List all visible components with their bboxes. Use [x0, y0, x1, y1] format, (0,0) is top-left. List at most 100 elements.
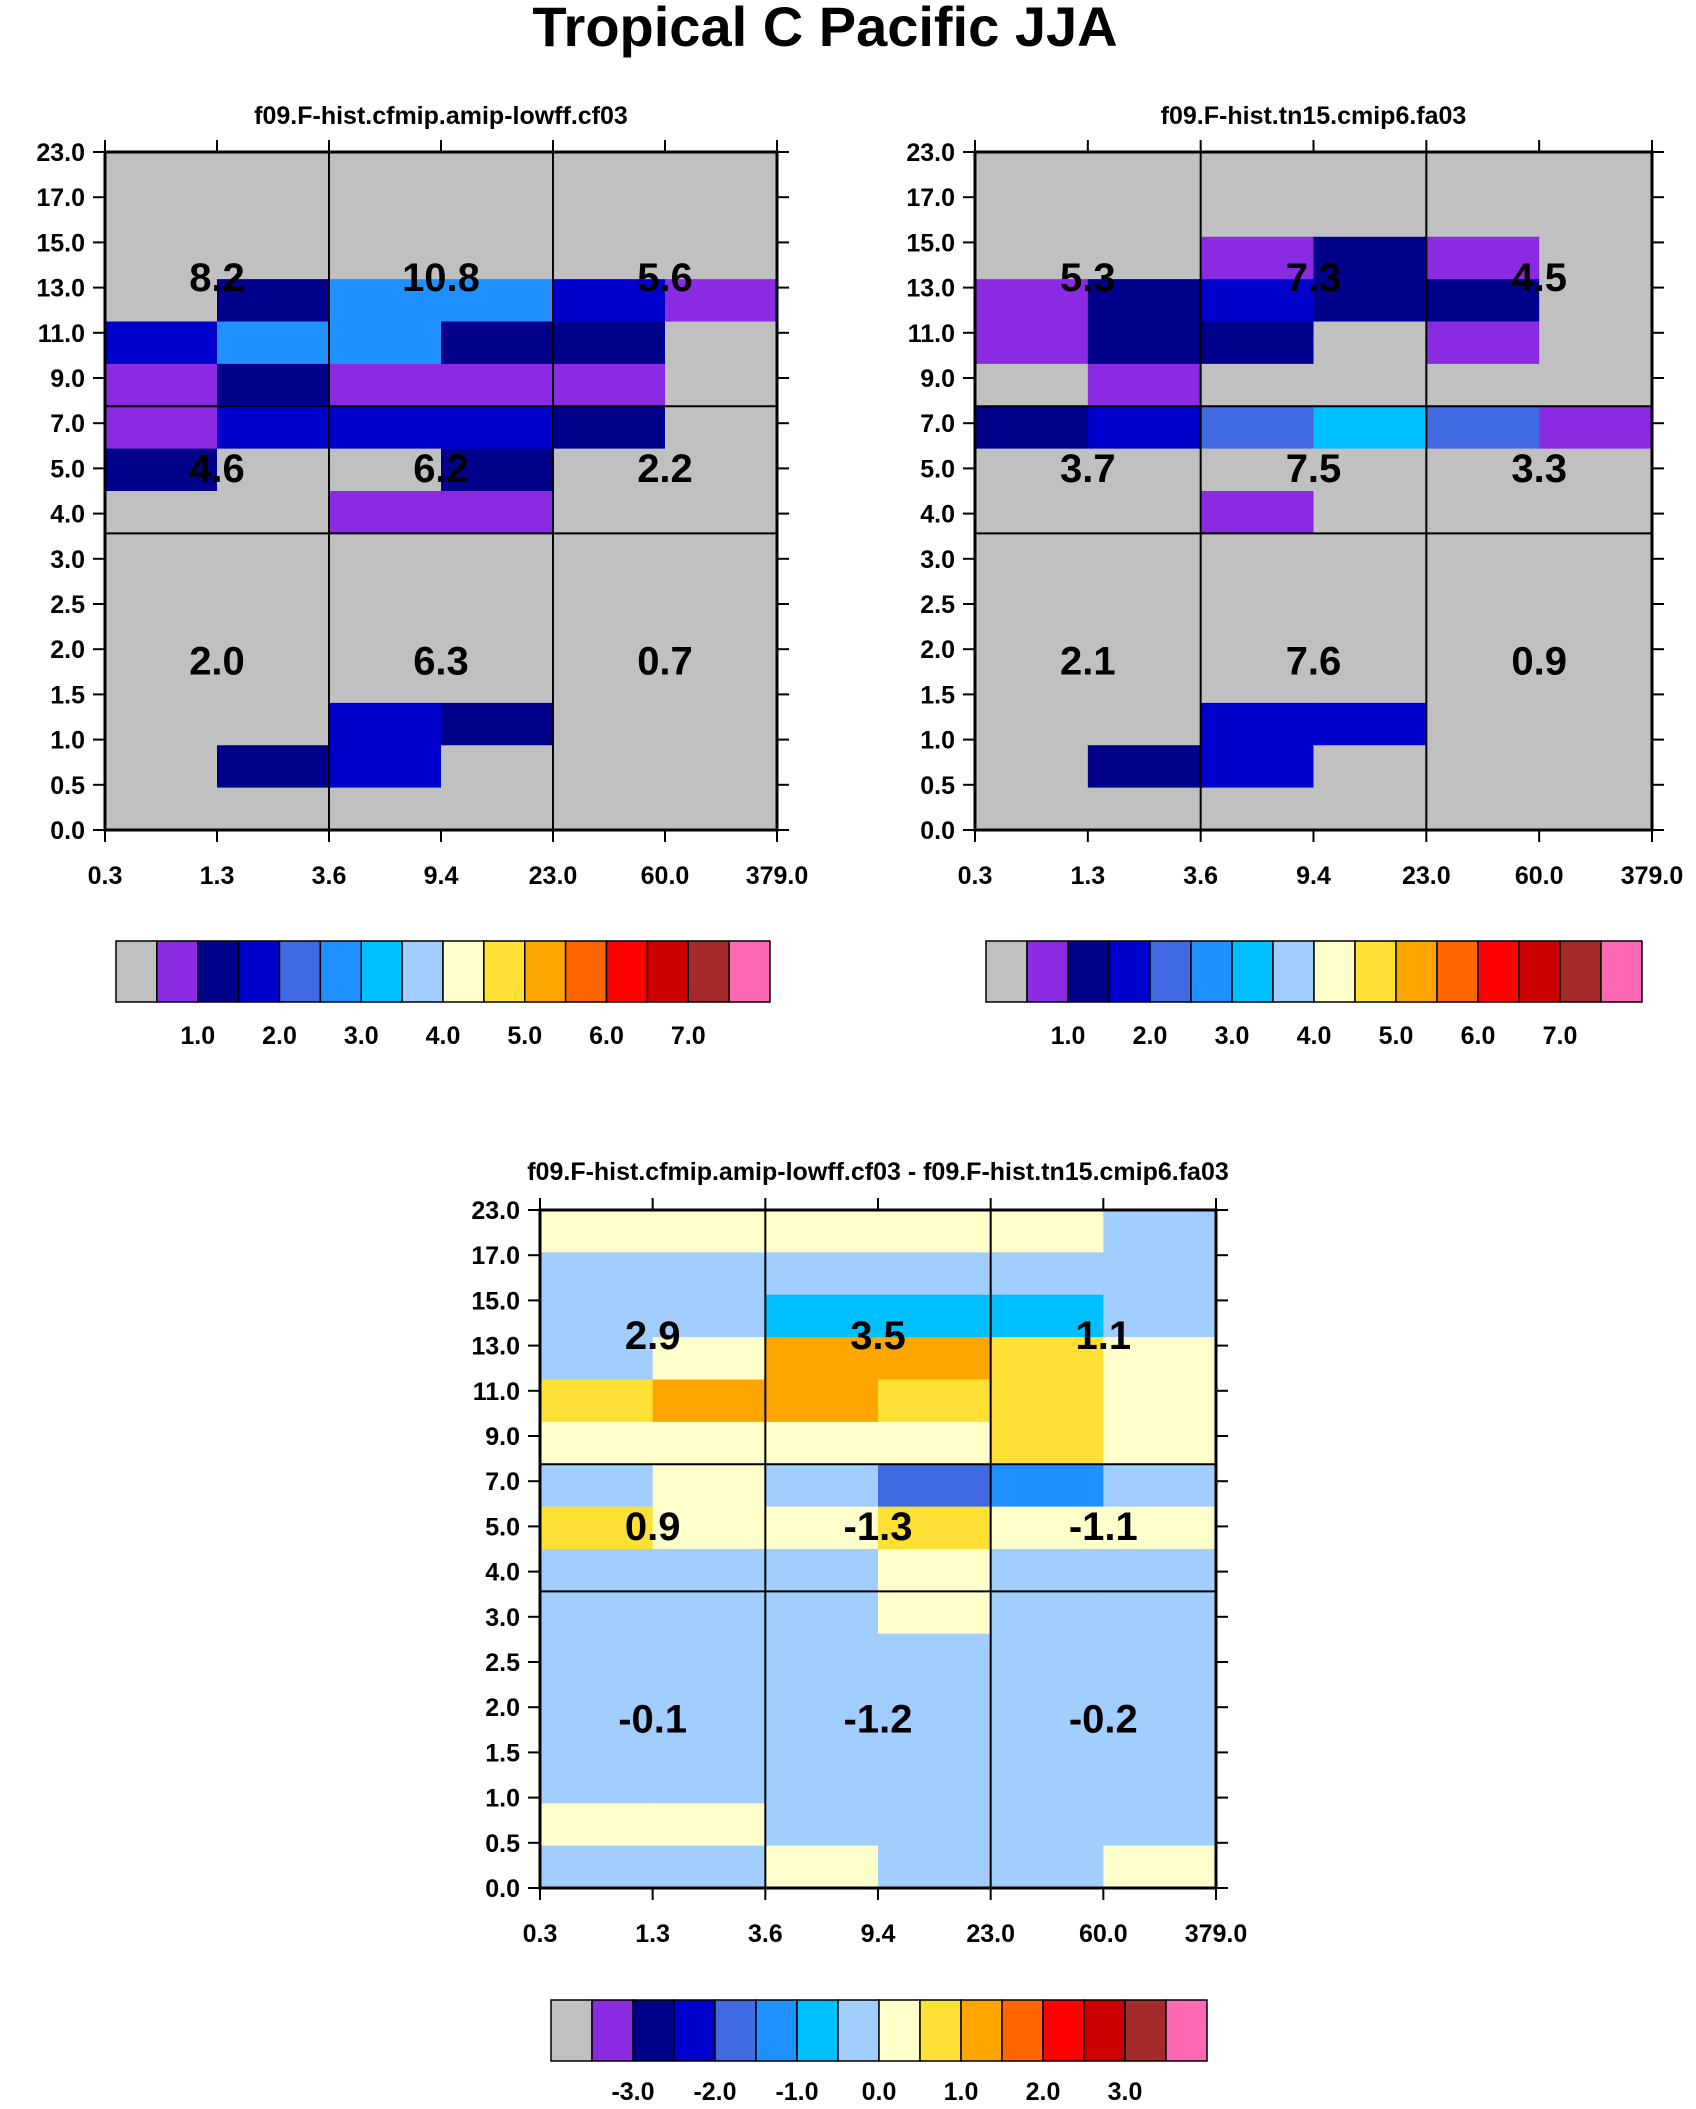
heatmap-cell	[1539, 194, 1653, 238]
heatmap-cell	[975, 702, 1089, 746]
heatmap-cell	[652, 1845, 766, 1889]
colorbar-box	[796, 1999, 839, 2062]
region-value: -1.3	[844, 1505, 913, 1549]
region-value: 2.0	[189, 640, 245, 684]
heatmap-cell	[329, 491, 442, 534]
x-tick-label: 60.0	[1079, 1920, 1128, 1948]
heatmap-cell	[1087, 236, 1202, 280]
heatmap-cell	[765, 1294, 879, 1338]
heatmap-cell	[217, 279, 330, 323]
heatmap-cell	[665, 787, 778, 831]
heatmap-cell	[975, 575, 1089, 619]
heatmap-cell	[1539, 152, 1653, 195]
heatmap-cell	[553, 745, 666, 789]
heatmap-cell	[441, 575, 554, 619]
y-tick-label: 5.0	[485, 1513, 520, 1541]
heatmap-cell	[1313, 575, 1427, 619]
colorbar-box	[564, 940, 608, 1003]
heatmap-cell	[441, 660, 554, 704]
heatmap-cell	[540, 1294, 654, 1338]
heatmap-cell	[975, 448, 1089, 492]
heatmap-cell	[217, 194, 330, 238]
heatmap-cell	[1087, 363, 1202, 407]
heatmap-cell	[553, 702, 666, 746]
heatmap-cell	[105, 406, 218, 450]
heatmap-cell	[1103, 1803, 1217, 1847]
region-value: 0.7	[637, 640, 693, 684]
heatmap-cell	[990, 1803, 1104, 1847]
colorbar-box	[1272, 940, 1315, 1003]
heatmap-cell	[105, 363, 218, 407]
colorbar-box	[1354, 940, 1397, 1003]
colorbar-box	[483, 940, 526, 1003]
heatmap-cell	[1313, 618, 1427, 662]
heatmap-cell	[878, 1845, 992, 1889]
panel-title: f09.F-hist.tn15.cmip6.fa03	[1161, 102, 1467, 130]
heatmap-cell	[540, 1337, 654, 1381]
colorbar-box	[985, 940, 1028, 1003]
heatmap-cell	[878, 1464, 992, 1508]
heatmap-cell	[1103, 1718, 1217, 1762]
heatmap-cell	[1539, 533, 1653, 577]
heatmap-cell	[1539, 491, 1653, 534]
heatmap-cell	[1313, 279, 1427, 323]
x-tick-label: 23.0	[966, 1920, 1015, 1948]
y-tick-label: 15.0	[471, 1287, 520, 1315]
heatmap-cell	[665, 236, 778, 280]
heatmap-cell	[105, 618, 218, 662]
heatmap-cell	[652, 1676, 766, 1720]
y-tick-label: 7.0	[920, 410, 955, 438]
heatmap-cell	[1103, 1421, 1217, 1465]
heatmap-cell	[1087, 321, 1202, 365]
y-tick-label: 23.0	[471, 1197, 520, 1225]
heatmap-cell	[329, 787, 442, 831]
colorbar-label: 2.0	[1026, 2078, 1061, 2106]
heatmap-cell	[665, 660, 778, 704]
heatmap-cell	[878, 1210, 992, 1253]
region-value: 5.6	[637, 256, 693, 300]
heatmap-cell	[990, 1591, 1104, 1635]
colorbar-label: 6.0	[1461, 1022, 1496, 1050]
y-tick-label: 2.0	[920, 636, 955, 664]
heatmap-cell	[1103, 1549, 1217, 1592]
y-tick-label: 1.0	[485, 1785, 520, 1813]
heatmap-cell	[1426, 787, 1540, 831]
heatmap-cell	[652, 1464, 766, 1508]
heatmap-cell	[1200, 448, 1315, 492]
heatmap-cell	[540, 1760, 654, 1804]
heatmap-cell	[975, 660, 1089, 704]
colorbar-box	[1108, 940, 1151, 1003]
panel-title: f09.F-hist.cfmip.amip-lowff.cf03 - f09.F…	[527, 1158, 1229, 1186]
heatmap-cell	[765, 1464, 879, 1508]
y-tick-label: 2.5	[920, 591, 955, 619]
x-tick-label: 379.0	[1185, 1920, 1248, 1948]
heatmap-cell	[553, 321, 666, 365]
heatmap-cell	[553, 491, 666, 534]
heatmap-cell	[975, 533, 1089, 577]
heatmap-cell	[975, 194, 1089, 238]
heatmap-cell	[1200, 533, 1315, 577]
heatmap-cell	[652, 1506, 766, 1550]
heatmap-cell	[217, 236, 330, 280]
y-tick-label: 2.0	[50, 636, 85, 664]
heatmap-cell	[540, 1845, 654, 1889]
heatmap-cell	[665, 152, 778, 195]
heatmap-cell	[652, 1718, 766, 1762]
heatmap-cell	[553, 194, 666, 238]
region-value: 8.2	[189, 256, 245, 300]
heatmap-cell	[1313, 406, 1427, 450]
region-value: 6.2	[413, 447, 469, 491]
heatmap-cell	[652, 1549, 766, 1592]
heatmap-cell	[765, 1252, 879, 1296]
heatmap-cell	[1200, 279, 1315, 323]
x-tick-label: 1.3	[635, 1920, 670, 1948]
heatmap-cell	[553, 448, 666, 492]
heatmap-cell	[975, 363, 1089, 407]
heatmap-cell	[441, 363, 554, 407]
y-tick-label: 1.5	[485, 1739, 520, 1767]
y-tick-label: 3.0	[920, 546, 955, 574]
heatmap-cell	[652, 1760, 766, 1804]
heatmap-cell	[765, 1718, 879, 1762]
colorbar-box	[1231, 940, 1274, 1003]
region-value: 2.1	[1060, 640, 1116, 684]
